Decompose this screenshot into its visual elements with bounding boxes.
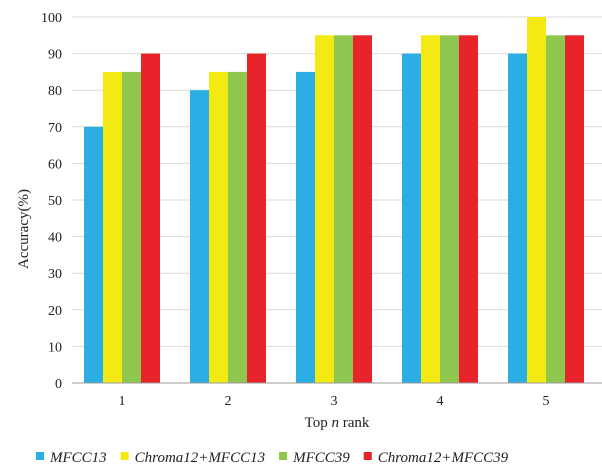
legend-swatch-MFCC13	[36, 452, 44, 460]
bar-MFCC13-3	[296, 71, 315, 384]
bar-MFCC13-5	[508, 53, 527, 383]
legend-swatch-Chroma12+MFCC39	[363, 452, 372, 460]
x-axis-label-suffix: rank	[339, 415, 370, 431]
bar-Chroma12+MFCC39-3	[353, 35, 372, 384]
x-tick-label: 2	[225, 394, 232, 409]
x-axis-label-prefix: Top	[305, 415, 332, 431]
x-tick-label: 3	[331, 394, 338, 409]
x-tick-label: 4	[437, 394, 444, 409]
bar-MFCC13-4	[402, 53, 421, 383]
bar-MFCC39-1	[122, 71, 141, 384]
x-axis-label-variable: n	[331, 415, 339, 431]
bar-Chroma12+MFCC39-4	[459, 35, 478, 384]
bar-Chroma12+MFCC39-5	[565, 35, 584, 384]
bar-Chroma12+MFCC39-2	[247, 53, 266, 383]
bar-MFCC39-5	[546, 35, 565, 384]
bar-Chroma12+MFCC13-3	[315, 35, 334, 384]
bar-Chroma12+MFCC13-4	[421, 35, 440, 384]
legend-swatch-MFCC39	[279, 452, 288, 460]
bars	[84, 17, 584, 384]
x-tick-label: 5	[543, 394, 550, 409]
y-axis-label: Accuracy(%)	[16, 189, 32, 269]
bar-MFCC39-2	[228, 71, 247, 384]
y-tick-label: 60	[48, 157, 62, 172]
y-tick-label: 80	[48, 84, 62, 99]
axes: 0 10 20 30 40 50 60 70 80 90 100 1 2 3 4 5	[41, 11, 602, 409]
y-tick-label: 70	[48, 121, 62, 136]
y-tick-label: 90	[48, 48, 62, 63]
y-tick-label: 20	[48, 304, 62, 319]
bar-Chroma12+MFCC13-1	[103, 71, 122, 384]
bar-Chroma12+MFCC39-1	[141, 53, 160, 383]
legend-label: Chroma12+MFCC13	[135, 450, 265, 466]
legend-label: MFCC39	[292, 450, 350, 466]
legend-label: MFCC13	[49, 450, 107, 466]
y-tick-label: 10	[48, 340, 62, 355]
x-tick-label: 1	[119, 394, 126, 409]
legend-label: Chroma12+MFCC39	[378, 450, 509, 466]
bar-MFCC13-2	[190, 90, 209, 383]
legend: MFCC13 Chroma12+MFCC13 MFCC39 Chroma12+MFCC…	[36, 450, 509, 466]
legend-swatch-Chroma12+MFCC13	[120, 452, 129, 460]
x-axis-label: Top n rank	[305, 415, 370, 431]
y-tick-label: 50	[48, 194, 62, 209]
y-tick-label: 40	[48, 231, 62, 246]
bar-MFCC39-3	[334, 35, 353, 384]
bar-Chroma12+MFCC13-2	[209, 71, 228, 384]
y-tick-label: 30	[48, 267, 62, 282]
y-tick-label: 100	[41, 11, 62, 26]
bar-MFCC13-1	[84, 126, 103, 384]
bar-MFCC39-4	[440, 35, 459, 384]
y-tick-label: 0	[55, 377, 62, 392]
bar-Chroma12+MFCC13-5	[527, 17, 546, 383]
